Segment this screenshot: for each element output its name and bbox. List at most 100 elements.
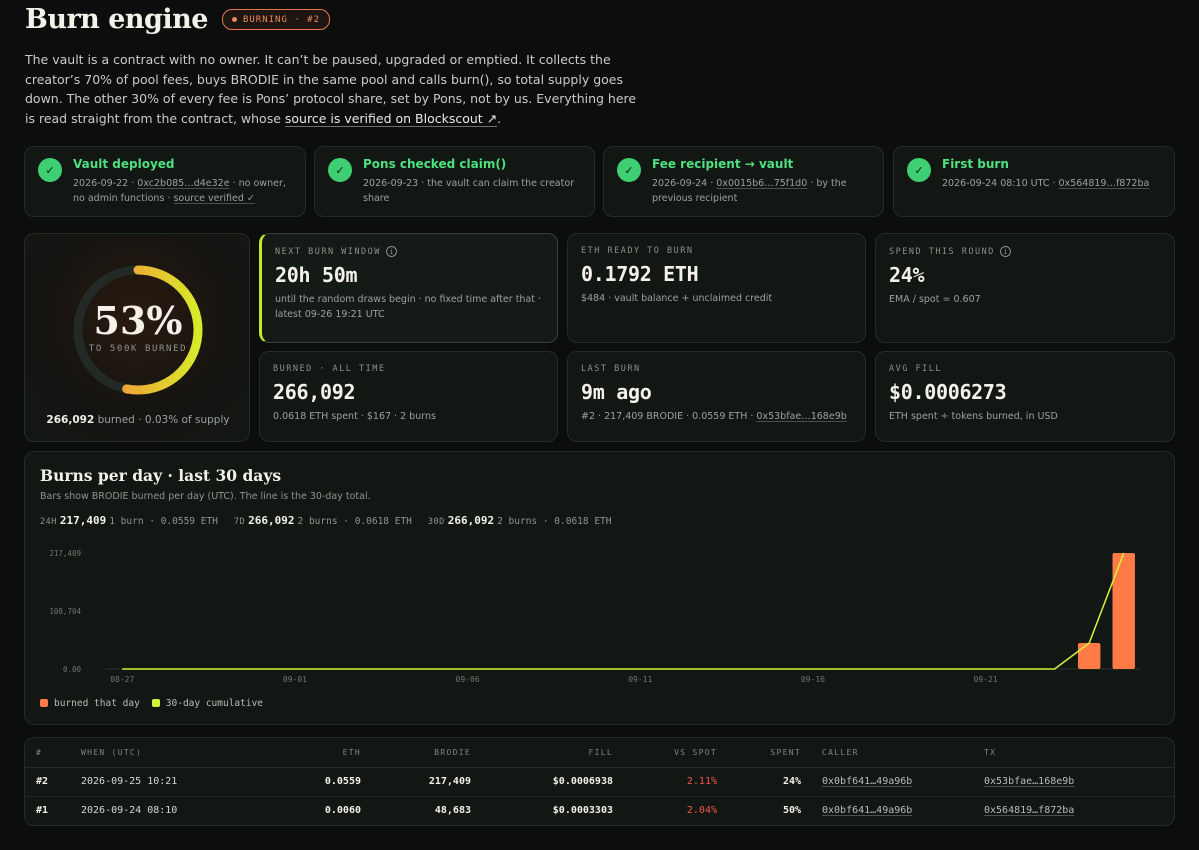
milestone-desc: 2026-09-24 08:10 UTC · 0x564819…f872ba (942, 176, 1149, 191)
x-tick-label: 08-27 (110, 675, 134, 684)
milestone-desc: 2026-09-23 · the vault can claim the cre… (363, 176, 582, 206)
page-title: Burn engine (25, 4, 208, 35)
stat-label: NEXT BURN WINDOW i (275, 246, 544, 257)
summary-value: 217,409 (59, 514, 107, 527)
cell-id: #1 (36, 805, 49, 817)
y-tick-label: 108,704 (49, 607, 81, 616)
progress-label: TO 500K BURNED (88, 344, 188, 354)
last-burn-tx-link[interactable]: 0x53bfae…168e9b (756, 411, 847, 422)
milestone-desc: 2026-09-22 · 0xc2b085…d4e32e · no owner,… (73, 176, 293, 206)
milestone-desc: 2026-09-24 · 0x0015b6…75f1d0 · by the pr… (652, 176, 871, 206)
milestone-title: Fee recipient → vault (652, 157, 794, 171)
check-icon: ✓ (38, 158, 62, 182)
milestone-title: Vault deployed (73, 157, 175, 171)
legend-label: 30-day cumulative (165, 698, 264, 709)
burns-chart: 217,409 108,704 0.00 08-27 09-01 09-06 09-11 09… (49, 549, 1141, 684)
caller-link[interactable]: 0x0bf641…49a96b (822, 805, 913, 817)
col-header: ETH (231, 738, 361, 768)
info-icon[interactable]: i (385, 246, 397, 257)
info-icon[interactable]: i (999, 246, 1011, 257)
cell-eth: 0.0060 (324, 805, 361, 817)
stat-sub: EMA / spot = 0.607 (889, 294, 981, 305)
avg-fill-value: $0.0006273 (889, 380, 1007, 404)
milestone-desc-text: the vault can claim the creator share (363, 178, 575, 204)
stat-label: LAST BURN (581, 364, 641, 374)
bar-09-24 (1077, 643, 1101, 669)
eth-ready-value: 0.1792 ETH (581, 262, 699, 286)
burned-amount: 266,092 (46, 414, 95, 426)
check-icon: ✓ (328, 158, 352, 182)
summary-30d: 30D 266,092 2 burns · 0.0618 ETH (428, 514, 612, 527)
chart-subtitle: Bars show BRODIE burned per day (UTC). T… (40, 491, 371, 502)
milestone-pons-checked: ✓ Pons checked claim() 2026-09-23 · the … (314, 146, 595, 217)
milestone-desc-text: · no owner, no admin functions · (73, 178, 286, 204)
milestone-vault-deployed: ✓ Vault deployed 2026-09-22 · 0xc2b085…d… (24, 146, 306, 217)
cell-brodie: 217,409 (361, 767, 471, 797)
first-burn-tx-link[interactable]: 0x564819…f872ba (1058, 178, 1150, 189)
table-header-row: # WHEN (UTC) ETH BRODIE FILL VS SPOT SPE… (25, 738, 1174, 768)
summary-key: 30D (427, 517, 445, 527)
bar-09-25 (1112, 553, 1135, 669)
x-tick-label: 09-01 (283, 675, 307, 684)
cell-spent: 50% (782, 805, 801, 817)
caller-link[interactable]: 0x0bf641…49a96b (822, 776, 913, 787)
stat-sub: #2 · 217,409 BRODIE · 0.0559 ETH · 0x53b… (581, 409, 852, 424)
milestone-desc-text: · by the previous recipient (652, 178, 847, 204)
stat-label-text: SPEND THIS ROUND (889, 246, 995, 257)
cell-when: 2026-09-24 08:10 (81, 805, 178, 817)
stat-sub-line: latest 09-26 19:21 UTC (275, 309, 385, 320)
burn-progress-card: 53% TO 500K BURNED 266,092 burned · 0.03… (24, 233, 250, 442)
summary-key: 24H (40, 517, 57, 527)
cell-when: 2026-09-25 10:21 (81, 767, 231, 797)
source-verified-link[interactable]: source verified ✓ (173, 193, 255, 204)
stat-sub: ETH spent ÷ tokens burned, in USD (889, 411, 1058, 422)
legend-label: burned that day (54, 698, 140, 709)
summary-24h: 24H 217,409 1 burn · 0.0559 ETH (40, 514, 218, 527)
col-header: SPENT (717, 738, 801, 768)
cell-caller: 0x0bf641…49a96b (801, 767, 984, 797)
summary-detail: 2 burns · 0.0618 ETH (297, 516, 412, 527)
cell-vs-spot: 2.04% (686, 805, 717, 817)
last-burn-value: 9m ago (581, 380, 652, 404)
legend-swatch (151, 699, 160, 707)
table-row: #1 2026-09-24 08:10 0.0060 48,683 $0.000… (25, 796, 1174, 825)
legend-item-bars: burned that day (40, 698, 140, 709)
cell-spent: 24% (717, 767, 801, 797)
legend-item-line: 30-day cumulative (151, 698, 264, 709)
cell-tx: 0x564819…f872ba (984, 796, 1174, 825)
stat-sub-text: #2 · 217,409 BRODIE · 0.0559 ETH · (581, 411, 757, 422)
cell-tx: 0x53bfae…168e9b (984, 767, 1174, 797)
milestone-title: Pons checked claim() (363, 157, 507, 171)
summary-value: 266,092 (248, 514, 295, 527)
col-header: TX (984, 738, 1174, 768)
milestone-date: 2026-09-22 · (73, 178, 138, 189)
stat-sub-line: until the random draws begin · no fixed … (275, 294, 542, 305)
burns-chart-card: Burns per day · last 30 days Bars show B… (24, 451, 1175, 725)
progress-footer: 266,092 burned · 0.03% of supply (25, 414, 251, 426)
fee-tx-link[interactable]: 0x0015b6…75f1d0 (716, 178, 808, 189)
check-icon: ✓ (907, 158, 931, 182)
stat-label-text: NEXT BURN WINDOW (275, 246, 381, 257)
y-tick-label: 217,409 (49, 549, 81, 558)
burns-table-card: # WHEN (UTC) ETH BRODIE FILL VS SPOT SPE… (24, 737, 1175, 826)
burned-supply-text: burned · 0.03% of supply (94, 414, 230, 426)
cell-id: #2 (25, 767, 81, 797)
spend-round-value: 24% (889, 263, 925, 287)
chart-legend: burned that day 30-day cumulative (40, 698, 263, 709)
tx-link[interactable]: 0x53bfae…168e9b (984, 776, 1075, 787)
cell-caller: 0x0bf641…49a96b (801, 796, 984, 825)
col-header: FILL (471, 738, 613, 768)
x-tick-label: 09-06 (456, 675, 480, 684)
avg-fill-card: AVG FILL $0.0006273 ETH spent ÷ tokens b… (875, 351, 1175, 442)
spend-round-card: SPEND THIS ROUND i 24% EMA / spot = 0.607 (875, 233, 1175, 343)
tx-link[interactable]: 0x564819…f872ba (984, 805, 1075, 817)
stat-sub: $484 · vault balance + unclaimed credit (581, 293, 773, 304)
vault-address-link[interactable]: 0xc2b085…d4e32e (137, 178, 230, 189)
summary-value: 266,092 (447, 514, 495, 527)
blockscout-source-link[interactable]: source is verified on Blockscout ↗ (284, 110, 498, 126)
status-badge-label: BURNING · #2 (242, 14, 320, 25)
burns-table: # WHEN (UTC) ETH BRODIE FILL VS SPOT SPE… (25, 738, 1174, 825)
progress-ring-arc (73, 265, 203, 395)
eth-ready-card: ETH READY TO BURN 0.1792 ETH $484 · vaul… (567, 233, 866, 343)
summary-7d: 7D 266,092 2 burns · 0.0618 ETH (234, 514, 412, 527)
